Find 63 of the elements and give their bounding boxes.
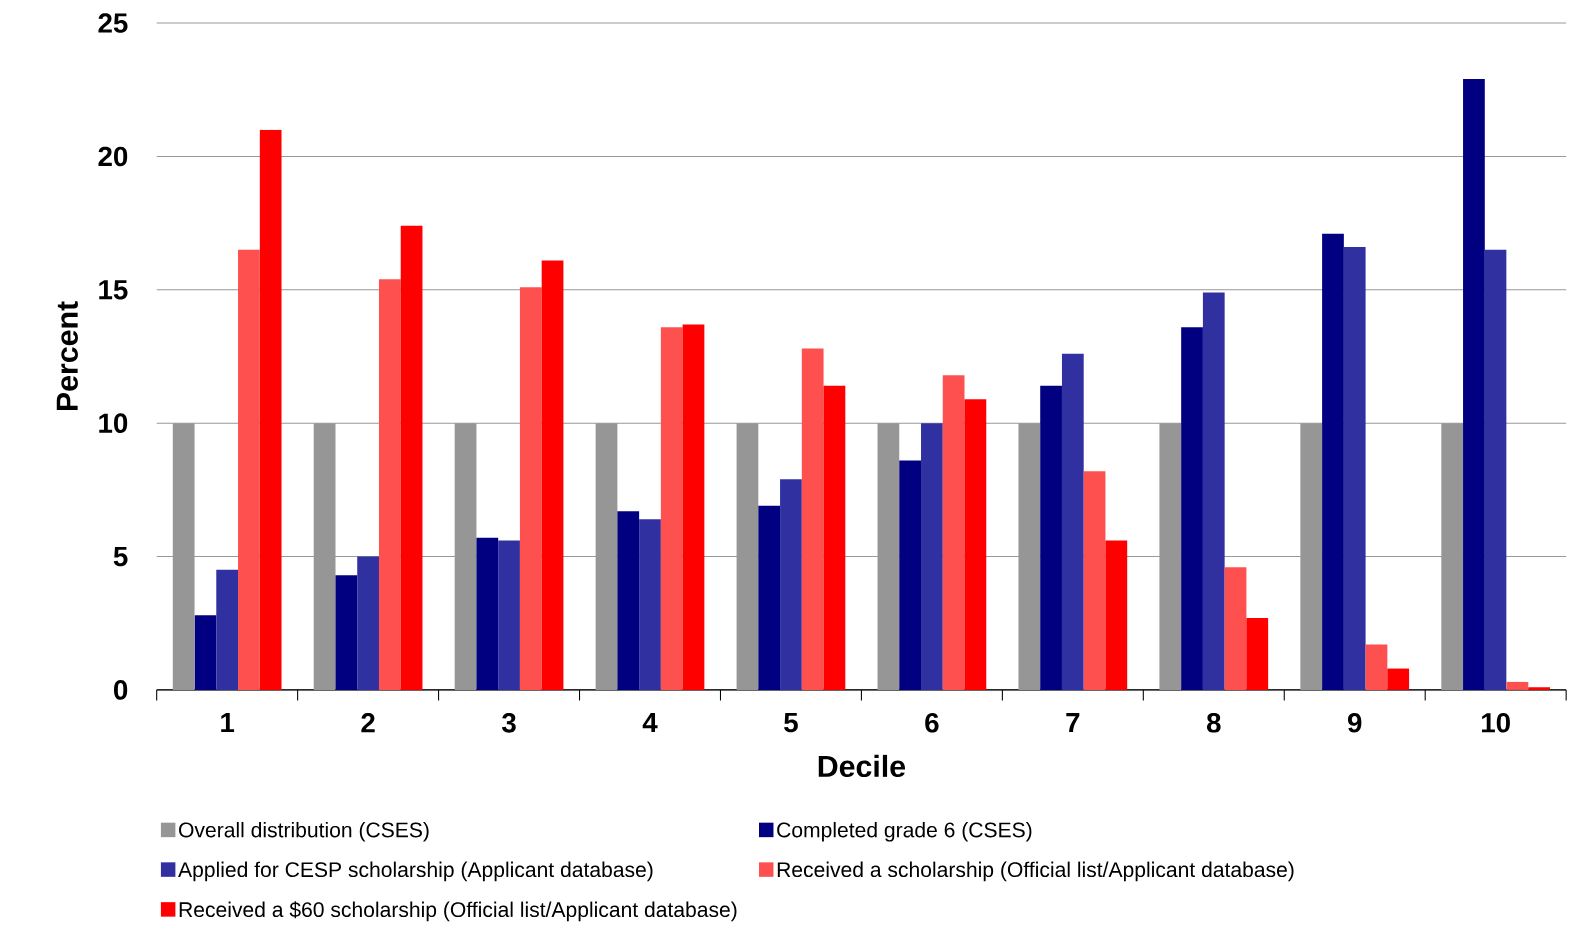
x-tick-label: 5	[784, 713, 798, 733]
bar	[617, 511, 640, 690]
bar	[1105, 540, 1128, 690]
bar	[1463, 79, 1485, 690]
bar	[1506, 681, 1529, 690]
bar	[1387, 668, 1410, 690]
y-tick-label: 0	[114, 680, 128, 700]
bar	[1202, 292, 1225, 690]
x-tick-label: 8	[1206, 713, 1221, 733]
x-tick-label: 1	[221, 713, 235, 733]
bar	[639, 519, 661, 690]
legend-label: Completed grade 6 (CSES)	[777, 822, 1032, 842]
bar	[238, 249, 260, 690]
bar	[1484, 249, 1507, 690]
legend-label: Applied for CESP scholarship (Applicant database)	[178, 861, 653, 882]
x-tick-label: 10	[1482, 713, 1510, 733]
bar	[682, 324, 705, 690]
y-tick-label: 15	[99, 280, 128, 300]
bar	[780, 479, 802, 690]
x-tick-label: 3	[502, 713, 516, 733]
bar	[1040, 385, 1062, 690]
legend-label: Overall distribution (CSES)	[179, 822, 429, 842]
bar	[498, 540, 520, 690]
bar	[660, 327, 683, 690]
y-tick-label: 25	[98, 13, 128, 33]
bar	[1528, 687, 1551, 690]
bar	[942, 375, 965, 690]
bar	[758, 505, 781, 690]
bar	[899, 460, 922, 690]
y-tick-label: 10	[99, 413, 128, 434]
bar	[259, 129, 282, 690]
bar	[476, 537, 499, 690]
bar	[541, 260, 564, 690]
y-tick-label: 20	[98, 146, 128, 167]
y-tick-label: 5	[113, 546, 128, 567]
legend-label: Received a scholarship (Official list/Applicant database)	[777, 861, 1294, 882]
y-axis-title: Percent	[56, 301, 78, 411]
bar	[964, 399, 987, 690]
bar	[357, 556, 379, 690]
bar	[335, 575, 358, 690]
bar	[519, 287, 542, 690]
bar	[801, 348, 824, 690]
bar	[1061, 353, 1084, 690]
bar	[921, 423, 943, 690]
bar	[823, 385, 846, 690]
bar	[1224, 567, 1247, 690]
x-axis-title: Decile	[818, 754, 906, 778]
x-tick-label: 2	[361, 713, 375, 733]
bar	[400, 225, 423, 690]
x-tick-label: 7	[1066, 713, 1080, 733]
bar	[1365, 644, 1388, 690]
legend-label: Received a $60 scholarship (Official list/Applicant database)	[179, 901, 737, 922]
x-tick-label: 9	[1347, 713, 1362, 733]
bar	[216, 569, 239, 690]
bar	[1246, 617, 1269, 690]
bar	[1083, 471, 1106, 690]
bar	[1322, 233, 1344, 690]
x-tick-label: 6	[925, 713, 939, 733]
bar	[194, 615, 217, 690]
bar	[378, 279, 401, 690]
x-tick-label: 4	[642, 713, 658, 733]
bar	[1181, 327, 1203, 690]
bar	[1343, 247, 1366, 690]
